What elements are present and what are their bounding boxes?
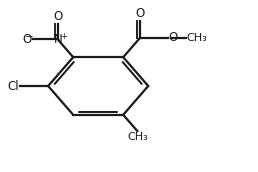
Text: Cl: Cl [7, 79, 19, 93]
Text: CH₃: CH₃ [186, 33, 207, 43]
Text: O: O [169, 31, 178, 45]
Text: −: − [25, 31, 34, 42]
Text: CH₃: CH₃ [127, 132, 148, 142]
Text: O: O [135, 7, 144, 20]
Text: O: O [22, 33, 31, 46]
Text: +: + [60, 32, 67, 41]
Text: O: O [53, 10, 62, 23]
Text: N: N [53, 33, 62, 46]
